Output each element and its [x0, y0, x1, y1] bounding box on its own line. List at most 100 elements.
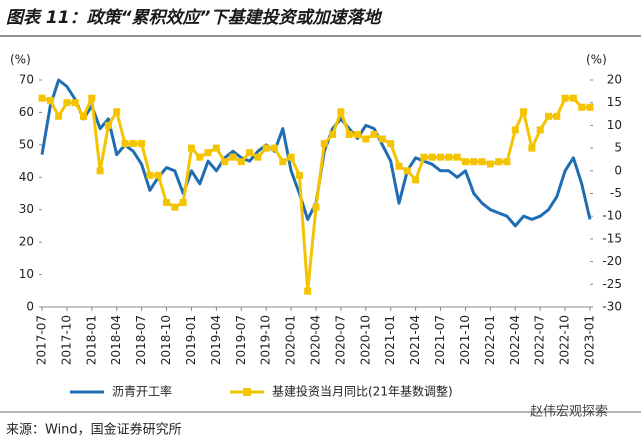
series-marker: [362, 135, 370, 143]
series-marker: [312, 203, 320, 211]
series-marker: [121, 140, 129, 148]
series-marker: [561, 94, 569, 102]
series-marker: [569, 94, 577, 102]
series-marker: [445, 153, 453, 161]
series-marker: [104, 121, 112, 129]
series-marker: [395, 162, 403, 170]
series-marker: [520, 108, 528, 116]
series-marker: [412, 176, 420, 184]
series-marker: [204, 149, 212, 157]
series-marker: [146, 171, 154, 179]
series-marker: [287, 153, 295, 161]
x-tick-label: 2017-10: [59, 315, 73, 365]
series-marker: [453, 153, 461, 161]
x-tick-label: 2021-01: [383, 315, 397, 365]
series-marker: [528, 144, 536, 152]
chart-title: 图表 11：政策“累积效应”下基建投资或加速落地: [6, 8, 382, 28]
y2-tick-label: -10: [602, 209, 622, 223]
x-tick-label: 2022-01: [483, 315, 497, 365]
x-tick-label: 2019-10: [259, 315, 273, 365]
series-marker: [553, 112, 561, 120]
x-tick-label: 2018-10: [159, 315, 173, 365]
y2-tick-label: -15: [602, 231, 622, 245]
x-tick-label: 2021-07: [433, 315, 447, 365]
x-tick-label: 2022-10: [558, 315, 572, 365]
y-tick-label: 50: [19, 137, 34, 151]
series-marker: [88, 94, 96, 102]
x-tick-label: 2022-04: [508, 315, 522, 365]
x-tick-label: 2022-07: [533, 315, 547, 365]
series-marker: [246, 149, 254, 157]
series-marker: [387, 140, 395, 148]
series-marker: [503, 158, 511, 166]
x-tick-label: 2020-01: [284, 315, 298, 365]
y2-axis-label: (%): [586, 53, 607, 67]
y-tick-label: 60: [19, 105, 34, 119]
series-marker: [96, 167, 104, 175]
x-tick-label: 2020-04: [309, 315, 323, 365]
series-marker: [154, 171, 162, 179]
series-marker: [270, 144, 278, 152]
x-tick-label: 2019-04: [209, 315, 223, 365]
series-marker: [536, 126, 544, 134]
series-marker: [437, 153, 445, 161]
series-marker: [420, 153, 428, 161]
y2-tick-label: 5: [614, 141, 622, 155]
y-tick-label: 10: [19, 267, 34, 281]
series-marker: [46, 96, 54, 104]
y-tick-label: 40: [19, 170, 34, 184]
x-tick-label: 2018-01: [84, 315, 98, 365]
series-marker: [80, 112, 88, 120]
x-tick-label: 2020-07: [333, 315, 347, 365]
series-marker: [329, 130, 337, 138]
series-marker: [63, 99, 71, 107]
x-tick-label: 2019-07: [234, 315, 248, 365]
series-marker: [295, 171, 303, 179]
series-marker: [378, 135, 386, 143]
series-marker: [254, 153, 262, 161]
y2-tick-label: 10: [607, 118, 622, 132]
series-marker: [196, 153, 204, 161]
series-marker: [345, 130, 353, 138]
y2-tick-label: -5: [610, 186, 622, 200]
series-marker: [129, 140, 137, 148]
series-marker: [511, 126, 519, 134]
x-tick-label: 2021-04: [408, 315, 422, 365]
y-tick-label: 0: [26, 300, 34, 314]
legend-label: 基建投资当月同比(21年基数调整): [272, 384, 453, 399]
series-marker: [279, 158, 287, 166]
series-marker: [212, 144, 220, 152]
series-marker: [470, 158, 478, 166]
y2-tick-label: -20: [602, 254, 622, 268]
y2-tick-label: -25: [602, 277, 622, 291]
series-marker: [578, 103, 586, 111]
series-marker: [461, 158, 469, 166]
series-marker: [304, 287, 312, 295]
x-tick-label: 2017-07: [35, 315, 49, 365]
series-marker: [138, 140, 146, 148]
source: 来源：Wind，国金证券研究所: [6, 422, 182, 438]
series-marker: [38, 94, 46, 102]
watermark: 赵伟宏观探索: [530, 405, 608, 420]
x-tick-label: 2021-10: [458, 315, 472, 365]
series-marker: [428, 153, 436, 161]
series-marker: [354, 130, 362, 138]
series-marker: [486, 160, 494, 168]
series-marker: [55, 112, 63, 120]
y-tick-label: 30: [19, 202, 34, 216]
x-tick-label: 2018-04: [109, 315, 123, 365]
series-marker: [113, 108, 121, 116]
series-marker: [320, 140, 328, 148]
y2-tick-label: 15: [607, 95, 622, 109]
x-tick-label: 2020-10: [358, 315, 372, 365]
series-marker: [163, 199, 171, 207]
series-marker: [221, 158, 229, 166]
x-tick-label: 2019-01: [184, 315, 198, 365]
series-marker: [478, 158, 486, 166]
series-marker: [229, 153, 237, 161]
series-marker: [586, 103, 594, 111]
y-tick-label: 70: [19, 73, 34, 87]
series-marker: [171, 203, 179, 211]
series-marker: [544, 112, 552, 120]
